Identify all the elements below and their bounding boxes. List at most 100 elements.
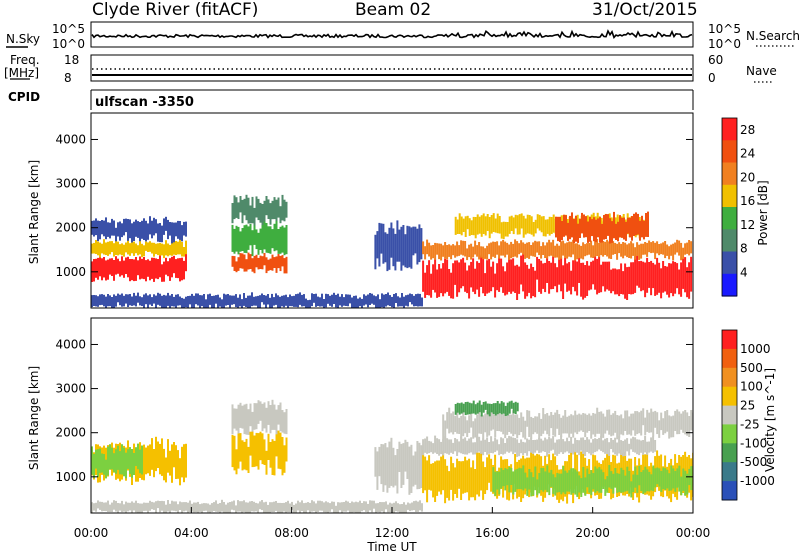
velocity-cell <box>205 503 207 511</box>
power-cell <box>684 257 687 293</box>
velocity-cell <box>259 431 262 461</box>
power-cell <box>577 223 579 243</box>
power-cell <box>125 218 127 233</box>
power-cell <box>243 198 246 216</box>
power-cell <box>259 202 262 223</box>
velocity-cell <box>684 410 687 435</box>
power-cell <box>93 242 95 254</box>
power-cell <box>542 216 545 237</box>
velocity-cell <box>480 414 483 434</box>
power-cell <box>277 229 280 254</box>
velocity-cell <box>105 459 107 479</box>
velocity-cell <box>614 468 617 488</box>
power-cell <box>500 222 503 239</box>
velocity-cell <box>588 439 591 454</box>
x-axis: 00:00 04:00 08:00 12:00 16:00 20:00 00:00 <box>74 507 710 540</box>
power-cell <box>581 212 583 234</box>
velocity-cell <box>215 500 217 512</box>
velocity-cell <box>548 472 551 496</box>
power-cell <box>379 299 381 308</box>
power-cell <box>187 296 189 308</box>
power-cell <box>458 262 461 293</box>
power-cell <box>115 240 117 255</box>
power-cell <box>375 296 377 308</box>
velocity-cell <box>490 436 493 453</box>
power-cell <box>183 298 185 308</box>
power-cell <box>430 245 433 260</box>
power-cell <box>510 215 513 231</box>
power-cell <box>397 296 399 307</box>
power-cell <box>635 212 637 236</box>
power-cell <box>181 241 183 257</box>
velocity-cell <box>93 503 95 511</box>
velocity-colorbar-tick: 25 <box>740 399 755 413</box>
velocity-cell <box>460 415 463 439</box>
velocity-cell <box>520 439 523 454</box>
power-cell <box>550 262 553 290</box>
power-cell <box>524 243 527 259</box>
velocity-cell <box>474 469 477 501</box>
velocity-cell <box>654 410 657 428</box>
power-cell <box>239 294 241 307</box>
velocity-cell <box>197 501 199 513</box>
velocity-cell <box>636 411 639 435</box>
power-cell <box>420 228 423 260</box>
power-cell <box>593 217 595 242</box>
velocity-cell <box>187 502 189 513</box>
power-cell <box>555 216 557 238</box>
velocity-cell <box>464 456 467 493</box>
velocity-cell <box>109 504 111 512</box>
velocity-cell <box>554 412 557 437</box>
velocity-cell <box>261 500 263 511</box>
power-cell <box>209 293 211 305</box>
velocity-cell <box>678 465 681 492</box>
power-cell <box>678 269 681 295</box>
power-cell <box>574 259 577 292</box>
velocity-cell <box>516 439 519 457</box>
velocity-cell <box>255 432 258 467</box>
velocity-cell <box>165 457 167 483</box>
power-cell <box>341 294 343 307</box>
velocity-cell <box>506 469 509 486</box>
velocity-cell <box>237 404 240 434</box>
power-cell <box>257 198 260 221</box>
velocity-cell <box>376 451 379 490</box>
power-cell <box>243 225 246 253</box>
velocity-cell <box>221 499 223 512</box>
power-cell <box>596 258 599 295</box>
power-cell <box>568 262 571 291</box>
velocity-cell <box>442 451 445 491</box>
power-cell <box>470 243 473 260</box>
power-cell <box>466 248 469 261</box>
velocity-cell <box>586 437 589 452</box>
power-cell <box>267 259 270 271</box>
power-cell <box>111 297 113 308</box>
velocity-cell <box>664 411 667 434</box>
power-cell <box>496 241 499 255</box>
velocity-cell <box>179 501 181 510</box>
power-cell <box>253 255 256 274</box>
velocity-cell <box>466 440 469 455</box>
velocity-cell <box>181 502 183 513</box>
velocity-cell <box>313 501 315 512</box>
velocity-cell <box>624 410 627 431</box>
power-cell <box>418 224 421 263</box>
velocity-cell <box>512 410 515 437</box>
velocity-cell <box>654 468 657 488</box>
velocity-cell <box>544 471 547 490</box>
power-cell <box>488 258 491 293</box>
velocity-cell <box>325 501 327 513</box>
power-cell <box>388 227 391 270</box>
power-cell <box>462 257 465 287</box>
velocity-colorbar-segment <box>722 330 737 350</box>
power-cell <box>191 293 193 308</box>
power-cell <box>149 294 151 305</box>
velocity-cell <box>522 416 525 438</box>
power-cell <box>123 260 125 278</box>
power-cell <box>231 224 234 252</box>
velocity-cell <box>486 437 489 455</box>
power-cell <box>269 258 272 271</box>
velocity-cell <box>672 415 675 438</box>
power-cell <box>111 218 113 236</box>
